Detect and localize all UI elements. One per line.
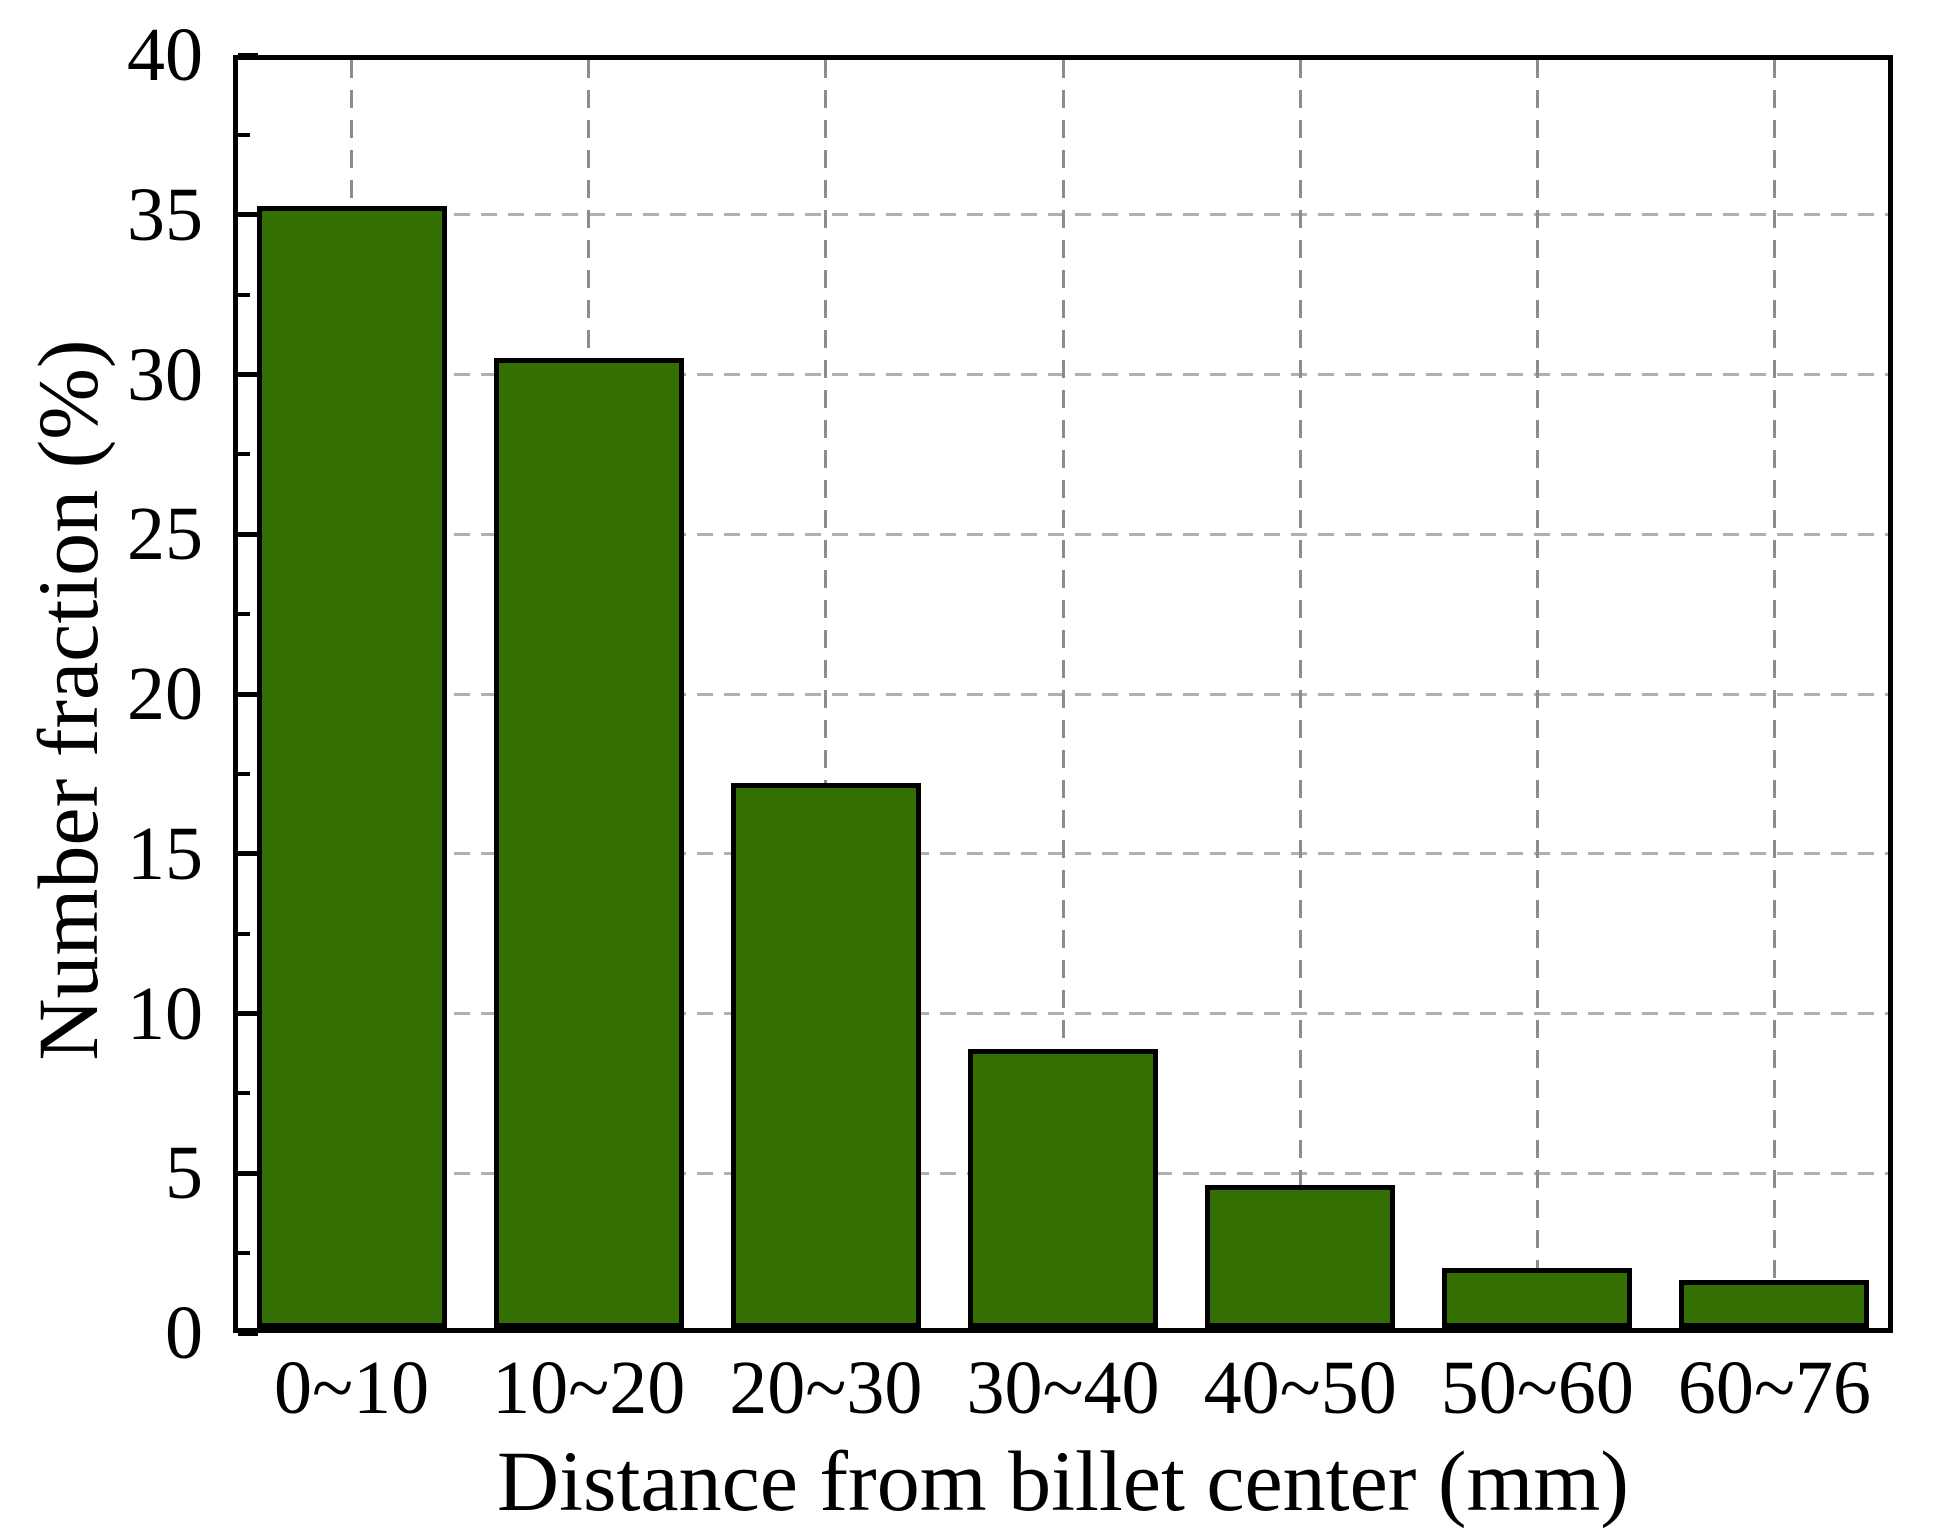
x-tick-label: 20~30 (729, 1346, 923, 1430)
bar (1205, 1185, 1396, 1328)
y-tick-label: 30 (127, 332, 203, 417)
vertical-gridline (1772, 60, 1776, 1328)
bar (730, 782, 921, 1328)
x-tick-label: 10~20 (492, 1346, 686, 1430)
bar (493, 357, 684, 1328)
x-tick-label: 30~40 (966, 1346, 1160, 1430)
y-major-tick (238, 1170, 258, 1176)
y-tick-label: 25 (127, 492, 203, 577)
y-minor-tick (238, 452, 250, 457)
y-major-tick (238, 212, 258, 218)
plot-area (233, 55, 1893, 1333)
y-tick-label: 20 (127, 652, 203, 736)
y-tick-label: 40 (127, 13, 203, 97)
x-tick-label: 0~10 (274, 1346, 430, 1430)
y-minor-tick (238, 292, 250, 297)
y-tick-label: 10 (127, 971, 203, 1056)
y-minor-tick (238, 771, 250, 776)
bar (256, 205, 447, 1328)
bar (1679, 1280, 1870, 1328)
vertical-gridline (1535, 60, 1539, 1328)
bar (1442, 1267, 1633, 1328)
y-major-tick (238, 531, 258, 537)
x-tick-label: 40~50 (1203, 1346, 1397, 1430)
vertical-gridline (824, 60, 828, 1328)
x-axis-title: Distance from billet center (mm) (497, 1433, 1629, 1529)
vertical-gridline (1061, 60, 1065, 1328)
y-tick-label: 0 (165, 1291, 203, 1375)
x-tick-label: 60~76 (1677, 1346, 1871, 1430)
y-major-tick (238, 851, 258, 857)
y-major-tick (238, 52, 258, 58)
bar (968, 1049, 1158, 1328)
y-major-tick (238, 1330, 258, 1336)
x-tick-label: 50~60 (1440, 1346, 1634, 1430)
y-tick-label: 35 (127, 172, 203, 257)
vertical-gridline (1298, 60, 1302, 1328)
y-major-tick (238, 372, 258, 377)
y-tick-label: 5 (165, 1131, 203, 1216)
y-major-tick (238, 1011, 258, 1016)
y-minor-tick (238, 1091, 250, 1096)
y-minor-tick (238, 1251, 250, 1256)
y-minor-tick (238, 931, 250, 936)
y-major-tick (238, 691, 258, 697)
y-minor-tick (238, 612, 250, 617)
y-tick-label: 15 (127, 811, 203, 896)
y-minor-tick (238, 132, 250, 137)
